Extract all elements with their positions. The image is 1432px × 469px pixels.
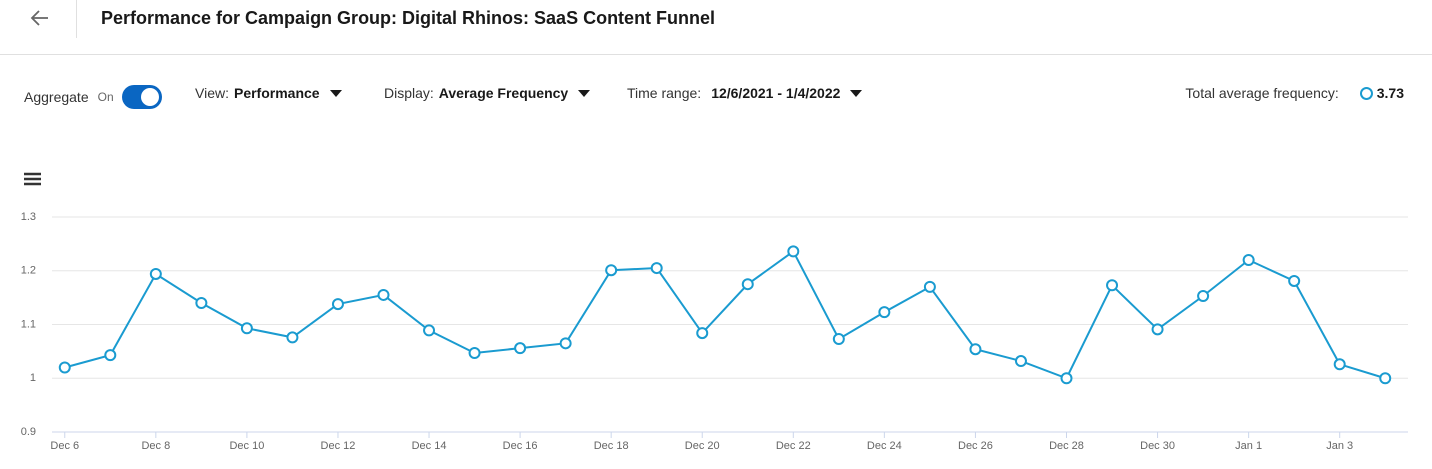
data-line	[64, 249, 1386, 380]
data-point	[286, 331, 299, 344]
data-point	[423, 324, 436, 337]
data-point	[741, 278, 754, 291]
x-tick-label: Dec 6	[50, 440, 79, 452]
total-value: 3.73	[1376, 85, 1404, 101]
separator	[76, 0, 77, 38]
data-point	[1060, 372, 1073, 385]
x-tick-label: Dec 30	[1140, 440, 1175, 452]
data-point	[1151, 323, 1164, 336]
view-value: Performance	[233, 85, 320, 101]
x-tick-label: Dec 22	[776, 440, 811, 452]
data-point	[331, 298, 344, 311]
data-point	[878, 306, 891, 319]
view-dropdown[interactable]: View: Performance	[195, 85, 342, 101]
data-point	[1333, 358, 1346, 371]
data-point	[1379, 372, 1392, 385]
data-point	[605, 264, 618, 277]
data-point	[1242, 254, 1255, 266]
data-point	[1106, 279, 1119, 292]
aggregate-control: Aggregate On	[24, 85, 162, 109]
data-point	[923, 280, 936, 293]
y-tick-label: 0.9	[21, 426, 36, 438]
caret	[329, 89, 342, 97]
x-tick-label: Jan 3	[1326, 440, 1353, 452]
data-point	[696, 327, 709, 340]
data-point	[58, 361, 71, 374]
y-tick-label: 1	[30, 372, 36, 384]
aggregate-toggle[interactable]	[121, 85, 162, 109]
time-label: Time range:	[627, 85, 702, 101]
page-title: Performance for Campaign Group: Digital …	[101, 8, 716, 28]
x-tick-label: Dec 26	[958, 440, 993, 452]
y-tick-label: 1.3	[21, 211, 36, 223]
data-point	[969, 343, 982, 356]
aggregate-state: On	[97, 90, 114, 104]
x-tick-label: Dec 24	[867, 440, 902, 452]
total-label: Total average frequency:	[1185, 85, 1339, 101]
caret	[850, 89, 863, 97]
y-tick-label: 1.1	[21, 318, 36, 330]
time-range-dropdown[interactable]: Time range: 12/6/2021 - 1/4/2022	[627, 85, 863, 101]
x-tick-label: Dec 18	[594, 440, 629, 452]
data-point	[1014, 355, 1027, 368]
data-point	[1197, 290, 1210, 303]
caret	[578, 89, 591, 97]
data-point	[832, 333, 845, 346]
display-label: Display:	[384, 85, 434, 101]
data-point	[559, 337, 572, 350]
view-label: View:	[195, 85, 229, 101]
data-point	[195, 297, 208, 309]
data-point	[787, 245, 800, 258]
data-point	[240, 322, 253, 335]
legend-marker	[1359, 86, 1373, 100]
x-tick-label: Dec 14	[412, 440, 447, 452]
data-point	[468, 346, 481, 359]
data-point	[650, 262, 663, 275]
time-value: 12/6/2021 - 1/4/2022	[711, 85, 841, 101]
x-tick-label: Dec 10	[229, 440, 264, 452]
data-point	[514, 342, 527, 355]
chart-menu[interactable]	[24, 172, 41, 186]
x-tick-label: Dec 28	[1049, 440, 1084, 452]
data-point	[149, 267, 162, 280]
y-tick-label: 1.2	[21, 265, 36, 277]
total-summary: Total average frequency: 3.73	[1185, 85, 1404, 101]
x-tick-label: Dec 20	[685, 440, 720, 452]
back-button[interactable]	[26, 4, 54, 32]
x-tick-label: Dec 12	[321, 440, 356, 452]
display-dropdown[interactable]: Display: Average Frequency	[384, 85, 591, 101]
header: Performance for Campaign Group: Digital …	[0, 0, 1432, 55]
x-tick-label: Dec 8	[141, 440, 170, 452]
x-tick-label: Jan 1	[1235, 440, 1262, 452]
data-point	[377, 288, 390, 301]
data-point	[1288, 274, 1301, 287]
x-tick-label: Dec 16	[503, 440, 538, 452]
display-value: Average Frequency	[438, 85, 569, 101]
data-point	[104, 349, 117, 362]
aggregate-label: Aggregate	[24, 89, 89, 105]
